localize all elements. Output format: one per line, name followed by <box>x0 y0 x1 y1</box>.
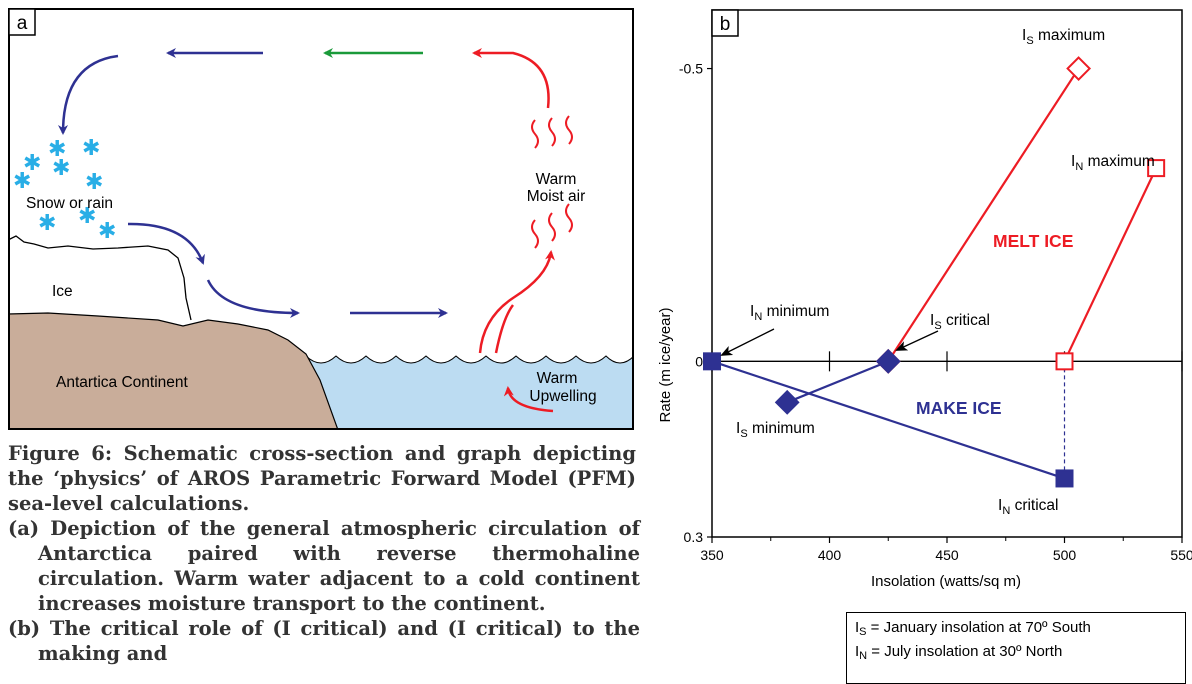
make-ice-label: MAKE ICE <box>916 398 1002 418</box>
schematic-svg: ✱ ✱ ✱ ✱ ✱ ✱ ✱ ✱ ✱ Snow or rain Ice Antar… <box>7 8 635 431</box>
in-critical-label: IN critical <box>998 497 1059 517</box>
data-point-square <box>1055 352 1074 371</box>
x-tick-label: 400 <box>818 547 842 563</box>
snowflake-icon: ✱ <box>85 169 103 194</box>
snow-or-rain-label: Snow or rain <box>26 195 113 212</box>
is-maximum-label: IS maximum <box>1022 27 1105 47</box>
upwelling-label-2: Upwelling <box>529 388 596 405</box>
snowflake-icons: ✱ ✱ ✱ ✱ ✱ ✱ ✱ ✱ ✱ <box>13 135 116 243</box>
markers-layer <box>703 56 1166 488</box>
x-axis-label: Insolation (watts/sq m) <box>871 573 1021 590</box>
series-line <box>786 360 889 404</box>
snowflake-icon: ✱ <box>98 218 116 243</box>
snowflake-icon: ✱ <box>38 210 56 235</box>
y-tick-label: 0 <box>695 353 703 369</box>
data-point-diamond <box>1066 56 1092 81</box>
in-maximum-label: IN maximum <box>1071 153 1155 173</box>
arrow-upwelling-red <box>503 386 554 413</box>
upwelling-label-1: Warm <box>537 370 578 387</box>
in-minimum-pointer <box>720 328 775 356</box>
snowflake-icon: ✱ <box>48 136 66 161</box>
snowflake-icon: ✱ <box>13 168 31 193</box>
symbol-legend: IS = January insolation at 70º South IN … <box>846 612 1186 684</box>
arrow-top-red <box>472 48 550 109</box>
legend-line-is: IS = January insolation at 70º South <box>855 619 1091 638</box>
melt-ice-label: MELT ICE <box>993 231 1073 251</box>
data-point-diamond <box>774 389 800 415</box>
continent-label: Antartica Continent <box>56 374 189 391</box>
legend-line-in: IN = July insolation at 30º North <box>855 643 1063 662</box>
caption-item-b: (b) The critical role of (I critical) an… <box>8 617 640 665</box>
x-tick-label: 450 <box>935 547 959 563</box>
ice-sheet <box>7 235 192 321</box>
arrow-ice-flow-blue <box>127 222 205 265</box>
snowflake-icon: ✱ <box>52 155 70 180</box>
is-minimum-label: IS minimum <box>736 420 815 440</box>
y-tick-label: 0.3 <box>684 529 704 545</box>
series-line <box>711 360 1065 480</box>
y-tick-label: -0.5 <box>679 61 703 77</box>
series-line <box>1063 167 1158 362</box>
arrow-rising-red-2 <box>494 304 515 354</box>
snowflake-icon: ✱ <box>23 150 41 175</box>
warm-air-waves <box>531 115 573 249</box>
warm-air-label-2: Moist air <box>527 188 586 205</box>
is-critical-pointer <box>895 330 939 351</box>
panel-a-label: a <box>17 13 28 34</box>
x-tick-label: 350 <box>700 547 724 563</box>
panel-b-label: b <box>720 14 731 35</box>
axes-layer: 350 400 450 500 550 -0.5 0 0.3 <box>679 61 1192 563</box>
y-axis-label: Rate (m ice/year) <box>657 307 674 422</box>
arrow-ice-flow-blue-2 <box>206 279 300 318</box>
caption-title: Figure 6: Schematic cross-section and gr… <box>8 442 636 515</box>
ice-label: Ice <box>52 283 73 300</box>
x-tick-label: 500 <box>1053 547 1077 563</box>
arrow-rising-red <box>478 250 555 354</box>
plot-frame <box>711 9 1183 538</box>
panel-b-graph: b Rate (m ice/year) Insolation (watts/sq… <box>640 0 1192 620</box>
warm-air-label-1: Warm <box>536 171 577 188</box>
data-point-square <box>1147 159 1166 178</box>
is-critical-label: IS critical <box>930 312 990 332</box>
arrow-descend-blue <box>58 54 119 135</box>
in-minimum-label: IN minimum <box>750 303 829 323</box>
snowflake-icon: ✱ <box>82 135 100 160</box>
series-line <box>887 67 1080 362</box>
snowflake-icon: ✱ <box>78 203 96 228</box>
data-point-diamond <box>875 348 901 374</box>
data-point-square <box>703 352 721 371</box>
figure-caption: Figure 6: Schematic cross-section and gr… <box>8 441 640 666</box>
data-point-square <box>1055 469 1074 488</box>
x-tick-label: 550 <box>1170 547 1192 563</box>
caption-item-a: (a) Depiction of the general atmospheric… <box>8 517 640 615</box>
lines-layer <box>711 67 1158 480</box>
rate-chart: b Rate (m ice/year) Insolation (watts/sq… <box>657 9 1192 590</box>
antarctica-land <box>7 312 339 431</box>
panel-a-schematic: ✱ ✱ ✱ ✱ ✱ ✱ ✱ ✱ ✱ Snow or rain Ice Antar… <box>7 8 635 431</box>
